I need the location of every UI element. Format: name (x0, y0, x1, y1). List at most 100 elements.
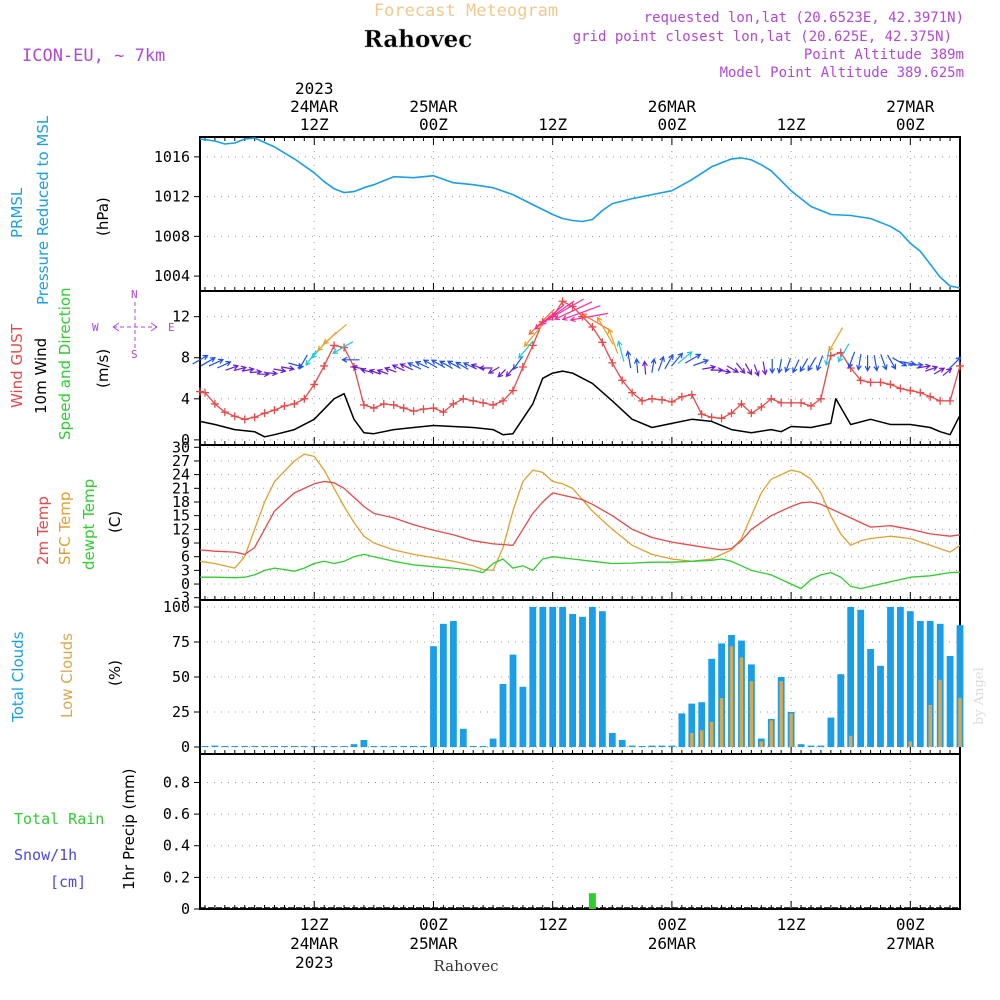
wind-arrow (664, 353, 674, 370)
gust-marker (290, 399, 299, 408)
total-cloud-bar (440, 623, 447, 747)
wind-label: 10m Wind (32, 338, 50, 414)
wind-arrow (650, 357, 657, 373)
requested-coords: requested lon,lat (20.6523E, 42.3971N) (644, 10, 964, 26)
compass-e: E (168, 321, 175, 334)
gust-marker (399, 404, 408, 413)
y-tick-label: 50 (172, 668, 190, 686)
gust-marker (409, 407, 418, 416)
y-tick-label: 15 (172, 507, 190, 525)
gust-marker (747, 409, 756, 418)
low-cloud-bar (849, 735, 853, 747)
total-cloud-bar (867, 649, 874, 747)
total-cloud-bar (847, 607, 855, 747)
gust-marker (886, 380, 895, 389)
wind-arrow (512, 356, 523, 371)
gust-marker (876, 378, 885, 387)
low-cloud-bar (749, 681, 754, 747)
total-cloud-bar (221, 746, 229, 747)
pressure-unit-label: (hPa) (94, 197, 112, 236)
gust-marker (588, 322, 597, 331)
wind-arrow (925, 365, 939, 372)
gust-marker (479, 398, 488, 407)
gust-marker (469, 396, 478, 405)
compass-rose: N S W E (92, 288, 175, 361)
total-cloud-bar (519, 686, 527, 747)
y-tick-label: 3 (181, 561, 190, 579)
y-tick-label: 8 (181, 349, 190, 367)
wind-arrow (607, 327, 619, 354)
wind-arrow (455, 361, 469, 370)
bottom-time-label: 27MAR (886, 934, 935, 953)
total-cloud-bar (489, 738, 497, 747)
total-cloud-bar (380, 746, 388, 747)
grid-point-coords: grid point closest lon,lat (20.625E, 42.… (573, 29, 952, 45)
wind-arrow (815, 355, 824, 372)
wind-arrow (391, 364, 405, 372)
wind-arrow (718, 368, 732, 375)
wind-arrow (305, 350, 317, 367)
gust-marker (230, 412, 239, 421)
total-cloud-bar (410, 746, 417, 747)
low-cloud-bar (719, 698, 724, 747)
wind-arrow (726, 365, 739, 373)
model-label: ICON-EU, ~ 7km (22, 46, 165, 66)
wind-arrow (949, 356, 962, 369)
total-cloud-bar (390, 746, 398, 747)
top-time-label: 2023 (295, 79, 334, 98)
y-tick-label: 0 (181, 431, 190, 449)
wind-arrow (439, 360, 453, 370)
total-cloud-bar (807, 745, 815, 747)
wind-arrow (886, 354, 897, 370)
wind-arrow (233, 365, 247, 372)
gust-marker (300, 394, 309, 403)
total-cloud-bar (956, 625, 964, 747)
location-title: Rahovec (364, 26, 473, 53)
total-cloud-bar (638, 746, 646, 747)
wind-arrow (828, 327, 844, 352)
top-time-label: 26MAR (648, 97, 697, 116)
wind-arrow (735, 362, 746, 374)
bottom-time-label: 12Z (300, 915, 329, 934)
wind-dir-label: Speed and Direction (56, 287, 74, 440)
gust-marker (777, 398, 786, 407)
wind-arrow (200, 357, 216, 367)
low-cloud-bar (938, 679, 942, 747)
total-cloud-bar (320, 746, 328, 747)
gust-marker (330, 341, 339, 350)
total-cloud-bar (599, 611, 606, 747)
gust-marker (280, 401, 289, 410)
wind-arrow (497, 368, 507, 378)
bottom-time-label: 12Z (538, 915, 567, 934)
rain-bar (588, 893, 596, 909)
gust-marker (429, 404, 438, 413)
total-cloud-bar (300, 746, 308, 747)
gust-marker (727, 409, 736, 418)
gust-marker (419, 405, 428, 414)
wind-arrow (677, 351, 693, 364)
bottom-time-label: 00Z (896, 915, 925, 934)
y-tick-label: 30 (172, 438, 190, 456)
gust-marker (717, 414, 726, 423)
total-cloud-bar (817, 745, 825, 747)
y-tick-label: 9 (181, 534, 190, 552)
cloud-unit-label: (%) (106, 660, 124, 686)
gust-marker (499, 396, 508, 405)
wind-arrow (641, 360, 648, 375)
wind-arrow (368, 368, 381, 375)
model-altitude: Model Point Altitude 389.625m (720, 65, 964, 81)
bottom-time-label: 26MAR (648, 934, 697, 953)
wind-arrow (273, 367, 287, 374)
wind-arrow (217, 360, 232, 369)
gust-marker (787, 398, 796, 407)
y-tick-label: 6 (181, 548, 190, 566)
gust-marker (459, 394, 468, 403)
gust-marker (439, 408, 448, 417)
y-tick-label: 25 (172, 703, 190, 721)
y-tick-label: 0.4 (163, 837, 190, 855)
total-cloud-bar (370, 746, 378, 747)
wind-arrow (776, 358, 783, 375)
gust-marker (200, 388, 209, 397)
gust-marker (677, 392, 686, 401)
gust-marker (856, 376, 865, 385)
